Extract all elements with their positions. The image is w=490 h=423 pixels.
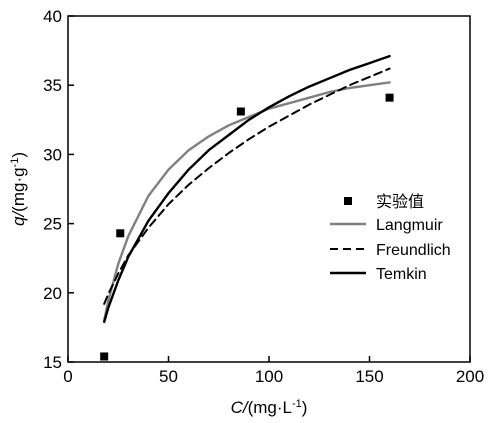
y-axis-ticks: 15 20 25 30 35 40 [43, 7, 74, 372]
x-tick-label: 200 [456, 367, 484, 386]
experimental-point [236, 107, 245, 116]
x-axis-symbol: C/ [231, 398, 250, 417]
fit-line-temkin [102, 54, 391, 324]
plot-frame [67, 15, 471, 363]
experimental-points [100, 93, 394, 361]
x-tick-label: 100 [255, 367, 283, 386]
x-tick-label: 0 [63, 367, 72, 386]
y-axis-unit-exponent: -1 [9, 158, 21, 168]
experimental-point [100, 352, 109, 361]
legend-label-freundlich: Freundlich [376, 242, 451, 259]
fit-line-freundlich [103, 67, 391, 305]
x-axis-unit-exponent: -1 [292, 398, 302, 410]
y-axis-unit-close: ) [9, 152, 28, 158]
y-tick-label: 25 [43, 215, 62, 234]
y-axis-title: q/(mg·g-1) [9, 152, 28, 226]
legend-label-temkin: Temkin [376, 266, 427, 283]
x-axis-ticks: 0 50 100 150 200 [63, 356, 484, 386]
y-tick-label: 30 [43, 145, 62, 164]
x-axis-unit-close: ) [302, 398, 308, 417]
y-tick-label: 20 [43, 284, 62, 303]
legend: 实验值 Langmuir Freundlich Temkin [330, 193, 451, 283]
x-tick-label: 150 [355, 367, 383, 386]
x-axis-title: C/(mg·L-1) [231, 398, 308, 417]
legend-label-experimental: 实验值 [376, 193, 424, 211]
plot-area [67, 15, 471, 363]
experimental-point [385, 93, 394, 102]
fit-lines [102, 54, 391, 324]
y-tick-label: 15 [43, 353, 62, 372]
experimental-point [116, 229, 125, 238]
y-axis-symbol: q/ [9, 210, 28, 226]
legend-marker-experimental [344, 197, 352, 205]
y-tick-label: 35 [43, 76, 62, 95]
x-axis-unit: (mg·L [248, 398, 292, 417]
y-axis-unit: (mg·g [9, 167, 28, 211]
x-tick-label: 50 [159, 367, 178, 386]
legend-label-langmuir: Langmuir [376, 217, 443, 234]
y-tick-label: 40 [43, 7, 62, 26]
fit-line-langmuir [102, 81, 391, 322]
